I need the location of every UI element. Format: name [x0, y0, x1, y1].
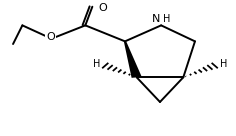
- Text: H: H: [93, 59, 100, 69]
- Text: O: O: [98, 3, 107, 13]
- Text: N: N: [152, 14, 160, 24]
- Text: H: H: [163, 14, 170, 24]
- Text: O: O: [46, 32, 55, 42]
- Text: H: H: [220, 59, 227, 69]
- Polygon shape: [124, 41, 142, 78]
